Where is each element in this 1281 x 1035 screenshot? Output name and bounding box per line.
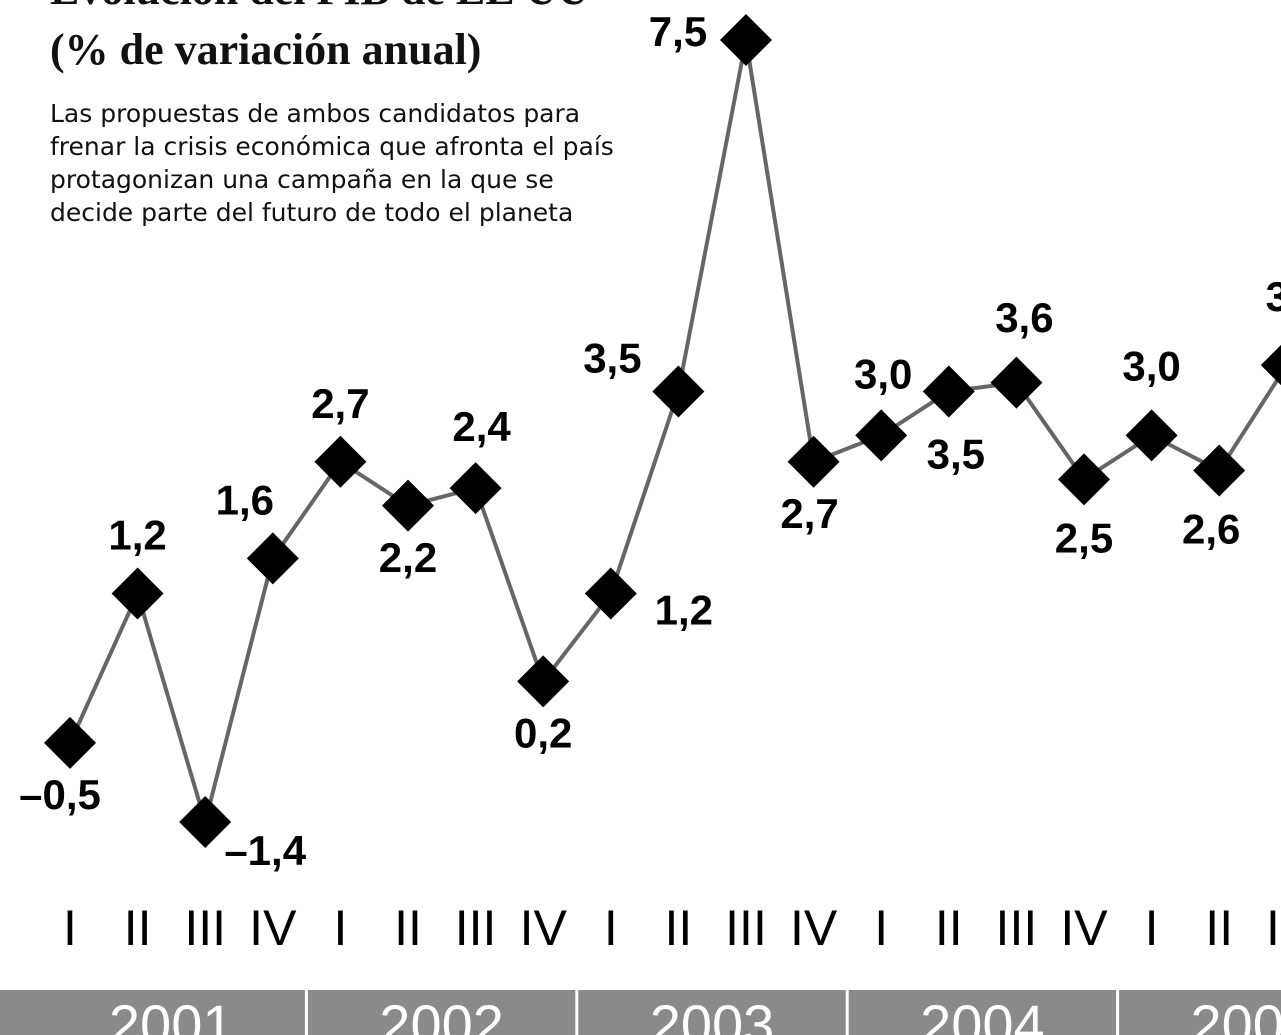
value-label: 1,6: [216, 476, 274, 523]
value-label: 2,6: [1182, 506, 1240, 553]
year-label: 2003: [650, 993, 775, 1035]
quarter-label: I: [63, 900, 77, 956]
chart-subtitle: (% de variación anual): [50, 25, 481, 74]
marker: [923, 365, 975, 417]
value-label: 2,4: [452, 403, 511, 450]
year-label: 2005: [1191, 993, 1281, 1035]
marker: [44, 717, 96, 769]
description-line: decide parte del futuro de todo el plane…: [50, 198, 573, 227]
value-label: –1,4: [224, 827, 306, 874]
marker: [855, 409, 907, 461]
value-label: 3,5: [927, 431, 985, 478]
quarter-label: II: [394, 900, 422, 956]
value-label: 0,2: [514, 710, 572, 757]
value-label: –0,5: [19, 771, 101, 818]
value-label: 3,6: [995, 294, 1053, 341]
year-label: 2004: [920, 993, 1045, 1035]
marker: [247, 532, 299, 584]
marker: [314, 436, 366, 488]
value-label: 2,2: [379, 534, 437, 581]
quarter-label: III: [184, 900, 226, 956]
value-label: 3,8: [1266, 273, 1281, 320]
value-label: 3,5: [583, 335, 641, 382]
marker: [990, 357, 1042, 409]
chart: Evolución del PIB de EE UU (% de variaci…: [0, 0, 1281, 1035]
quarter-label: I: [874, 900, 888, 956]
marker: [1193, 445, 1245, 497]
value-label: 1,2: [655, 587, 713, 634]
quarter-label: I: [604, 900, 618, 956]
marker: [1058, 453, 1110, 505]
marker: [112, 568, 164, 620]
chart-title: Evolución del PIB de EE UU: [50, 0, 589, 14]
quarter-label: II: [1205, 900, 1233, 956]
marker: [382, 480, 434, 532]
quarter-label: IV: [520, 900, 568, 956]
quarter-label: III: [996, 900, 1038, 956]
quarter-label: III: [725, 900, 767, 956]
quarter-label: IV: [249, 900, 297, 956]
quarter-label: III: [1266, 900, 1281, 956]
value-label: 2,5: [1055, 514, 1113, 561]
quarter-label: I: [333, 900, 347, 956]
value-label: 3,0: [854, 350, 912, 397]
marker: [585, 568, 637, 620]
quarter-label: III: [455, 900, 497, 956]
value-label: 7,5: [649, 8, 707, 55]
description-line: Las propuestas de ambos candidatos para: [50, 99, 580, 128]
marker: [720, 14, 772, 66]
quarter-label: II: [665, 900, 693, 956]
value-label: 1,2: [108, 512, 166, 559]
value-label: 2,7: [780, 490, 838, 537]
marker: [652, 365, 704, 417]
marker: [1126, 409, 1178, 461]
description-line: protagonizan una campaña en la que se: [50, 165, 554, 194]
quarter-label: II: [124, 900, 152, 956]
marker: [450, 462, 502, 514]
quarter-label: II: [935, 900, 963, 956]
marker: [788, 436, 840, 488]
description-line: frenar la crisis económica que afronta e…: [50, 132, 614, 161]
marker: [517, 655, 569, 707]
year-label: 2002: [379, 993, 504, 1035]
quarter-label: I: [1145, 900, 1159, 956]
marker: [1261, 339, 1281, 391]
value-label: 3,0: [1122, 342, 1180, 389]
quarter-label: IV: [1060, 900, 1108, 956]
year-label: 2001: [109, 993, 234, 1035]
value-label: 2,7: [311, 380, 369, 427]
quarter-label: IV: [790, 900, 838, 956]
page: Evolución del PIB de EE UU (% de variaci…: [0, 0, 1281, 1035]
